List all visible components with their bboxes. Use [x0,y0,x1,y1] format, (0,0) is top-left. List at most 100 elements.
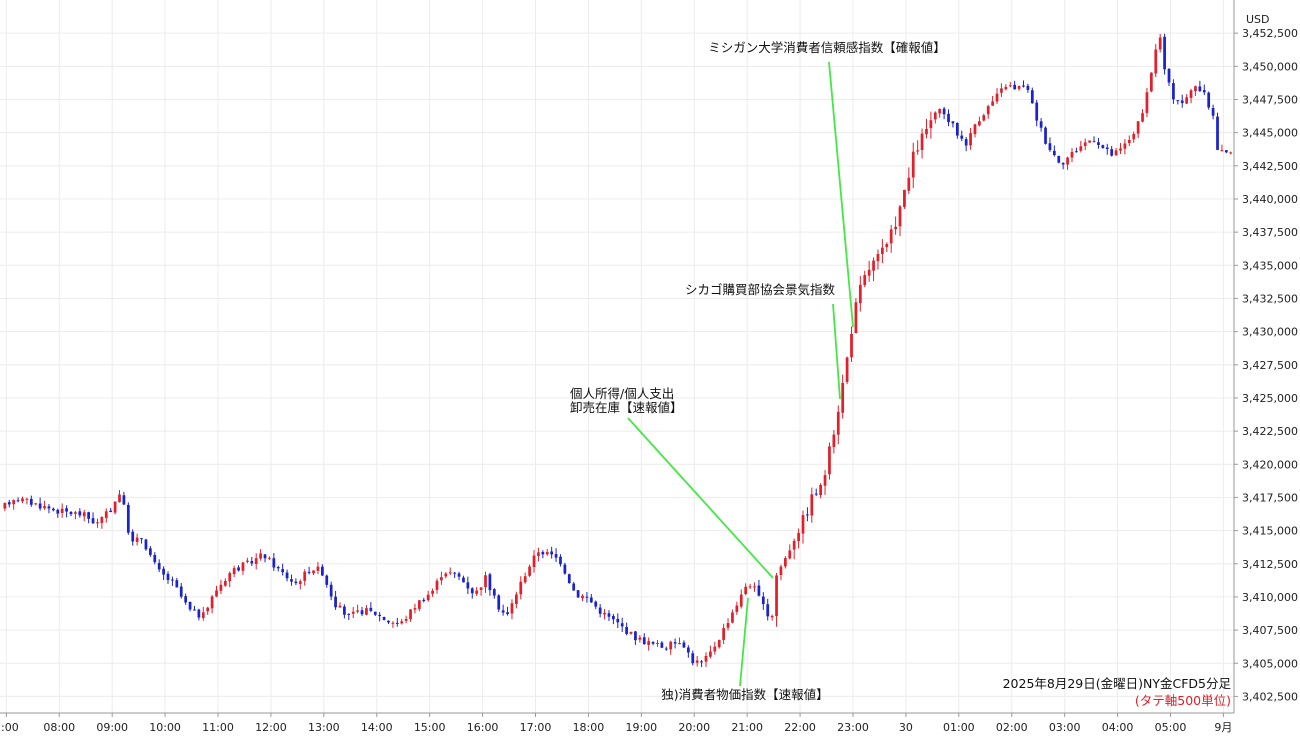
candle-body [462,577,465,583]
candle-body [232,568,236,575]
candle-body [1105,147,1109,150]
candle-body [193,609,196,611]
candle-body [373,611,377,615]
candle-body [1083,142,1087,146]
candle-body [82,512,86,517]
y-tick-label: 3,440,000 [1242,193,1298,206]
candle-body [1114,150,1118,156]
candle-body [537,552,540,556]
candle-body [788,550,792,559]
candle-body [1119,148,1122,151]
candle-body [457,573,461,577]
y-tick-label: 3,435,000 [1242,259,1298,272]
candle-body [1224,150,1228,153]
candle-body [810,494,814,516]
candle-body [440,577,443,581]
candle-body [113,501,117,513]
candle-body [960,135,964,139]
candle-body [1039,121,1043,128]
candle-body [1216,116,1219,150]
y-tick-label: 3,425,000 [1242,392,1298,405]
candle-body [426,594,430,601]
candle-body [444,573,448,577]
candle-body [126,504,130,533]
candle-body [91,518,95,524]
candle-body [576,590,580,598]
candle-body [836,411,840,435]
price-axis-bg [1234,0,1300,745]
candle-body [1022,85,1025,87]
candle-body [413,608,417,610]
x-tick-label: 19:00 [625,721,657,734]
candle-body [863,275,867,286]
candle-body [1101,145,1105,148]
candle-body [153,554,157,563]
candle-body [281,569,285,573]
candle-body [69,511,73,515]
candle-body [417,600,421,609]
candle-body [881,247,884,254]
x-tick-label: 01:00 [943,721,975,734]
annotation-leader-line [832,303,841,400]
candle-body [201,612,205,618]
candle-body [343,606,346,615]
candle-body [109,510,113,513]
candle-body [616,618,620,623]
candle-body [510,603,514,614]
candle-body [276,567,280,569]
y-tick-label: 3,402,500 [1242,690,1298,703]
candle-body [378,614,382,617]
candle-body [7,502,11,505]
candle-body [986,106,990,115]
candle-body [850,333,853,358]
candle-body [792,540,796,550]
candle-body [995,93,999,102]
candle-body [872,260,875,271]
candle-body [515,594,518,605]
y-tick-label: 3,405,000 [1242,657,1298,670]
candle-body [801,515,805,534]
candle-body [766,604,770,617]
candle-body [1057,155,1061,163]
candle-body [969,133,972,146]
candle-body [828,446,831,475]
x-tick-label: 04:00 [1102,721,1134,734]
candle-body [541,551,545,555]
candle-body [140,538,143,540]
candle-body [100,516,104,523]
candle-body [625,626,628,634]
candle-body [219,584,223,591]
candle-body [395,622,399,624]
x-tick-label: 20:00 [678,721,710,734]
candle-body [1158,37,1162,50]
candle-body [228,573,232,582]
candle-body [673,642,677,644]
candle-body [603,612,606,615]
x-tick-label: 10:00 [149,721,181,734]
x-tick-label: 14:00 [361,721,393,734]
candle-body [1079,146,1083,151]
candle-body [845,357,849,382]
candle-body [933,112,937,120]
candle-body [74,512,77,514]
candle-body [973,124,977,135]
candle-body [797,533,800,542]
candle-body [523,576,527,583]
candle-body [1097,142,1100,146]
candle-body [598,607,602,614]
candle-body [149,548,152,555]
candle-body [171,579,174,581]
candle-body [298,581,302,585]
candle-body [294,581,298,584]
y-tick-label: 3,445,000 [1242,127,1298,140]
candle-body [369,607,373,611]
candle-body [254,558,258,565]
candle-body [188,601,192,610]
candle-body [678,643,681,645]
candle-body [210,596,214,609]
candle-body [664,648,668,650]
candle-body [1035,102,1039,121]
candle-body [528,566,531,576]
y-tick-label: 3,412,500 [1242,558,1298,571]
